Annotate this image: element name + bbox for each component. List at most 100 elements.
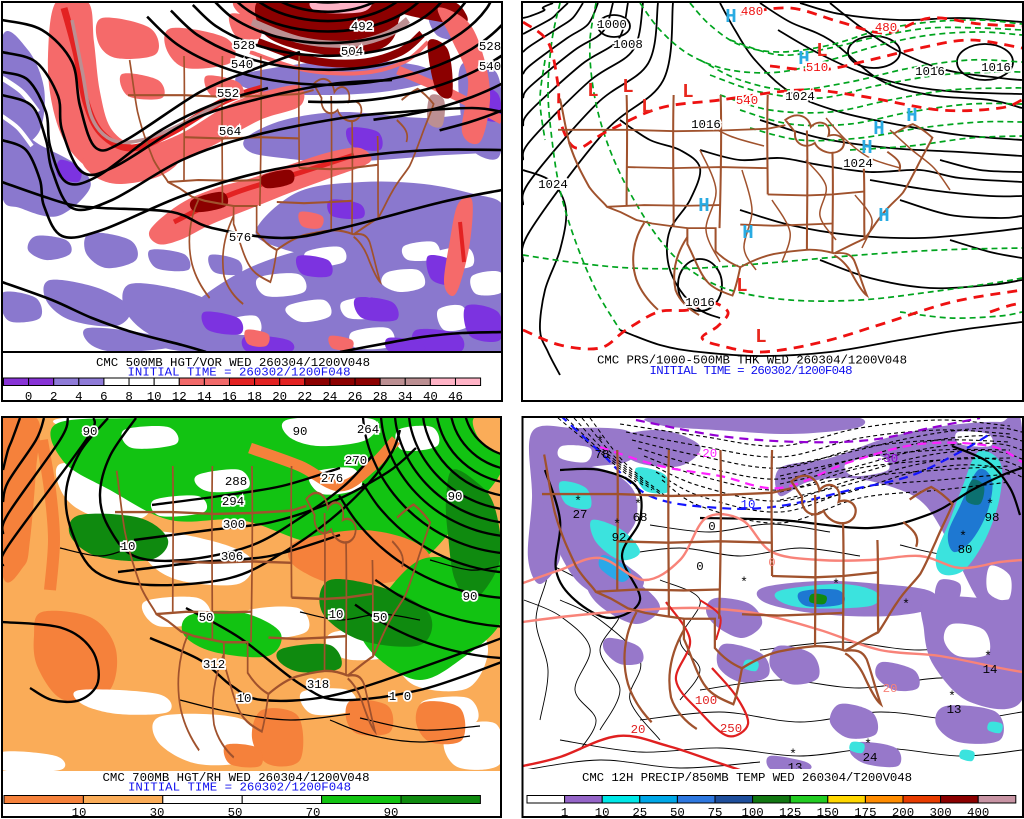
svg-text:20: 20 xyxy=(631,723,646,737)
svg-text:90: 90 xyxy=(384,806,399,819)
svg-text:8: 8 xyxy=(125,390,132,404)
svg-text:200: 200 xyxy=(892,806,914,819)
svg-text:L: L xyxy=(816,40,827,62)
svg-text:CMC 500MB HGT/VOR WED 260304/1: CMC 500MB HGT/VOR WED 260304/1200V048 xyxy=(96,356,370,370)
svg-text:100: 100 xyxy=(741,806,763,819)
svg-text:H: H xyxy=(861,137,872,159)
svg-text:6: 6 xyxy=(100,390,107,404)
svg-text:-20: -20 xyxy=(695,447,717,461)
svg-text:78: 78 xyxy=(595,448,610,462)
svg-text:564: 564 xyxy=(219,125,241,139)
svg-text:24: 24 xyxy=(863,751,878,765)
svg-text:480: 480 xyxy=(875,21,897,35)
svg-text:34: 34 xyxy=(398,390,413,404)
svg-text:10: 10 xyxy=(147,390,162,404)
svg-text:H: H xyxy=(725,6,736,28)
svg-text:13: 13 xyxy=(788,761,803,775)
svg-text:50: 50 xyxy=(670,806,685,819)
svg-text:68: 68 xyxy=(633,511,648,525)
svg-text:14: 14 xyxy=(197,390,212,404)
svg-text:1024: 1024 xyxy=(843,157,873,171)
svg-text:98: 98 xyxy=(985,511,1000,525)
svg-text:90: 90 xyxy=(448,490,463,504)
svg-text:1024: 1024 xyxy=(538,178,568,192)
svg-text:14: 14 xyxy=(983,663,998,677)
svg-text:100: 100 xyxy=(695,694,717,708)
svg-text:*: * xyxy=(596,434,604,449)
svg-text:4: 4 xyxy=(75,390,82,404)
svg-text:10: 10 xyxy=(595,806,610,819)
svg-text:10: 10 xyxy=(329,608,344,622)
svg-text:50: 50 xyxy=(228,806,243,819)
svg-text:25: 25 xyxy=(632,806,647,819)
svg-text:L: L xyxy=(755,326,766,348)
svg-text:1000: 1000 xyxy=(597,18,627,32)
svg-text:540: 540 xyxy=(736,94,758,108)
svg-text:*: * xyxy=(832,577,840,592)
svg-text:300: 300 xyxy=(929,806,951,819)
svg-text:50: 50 xyxy=(199,611,214,625)
svg-text:*: * xyxy=(789,747,797,762)
svg-text:318: 318 xyxy=(307,678,329,692)
svg-text:90: 90 xyxy=(293,425,308,439)
svg-text:CMC 12H PRECIP/850MB TEMP WED: CMC 12H PRECIP/850MB TEMP WED 260304/T20… xyxy=(582,771,912,785)
svg-text:0: 0 xyxy=(708,520,715,534)
svg-text:*: * xyxy=(634,497,642,512)
svg-text:50: 50 xyxy=(373,611,388,625)
svg-text:*: * xyxy=(959,529,967,544)
svg-text:300: 300 xyxy=(223,518,245,532)
svg-text:10: 10 xyxy=(121,540,136,554)
svg-text:26: 26 xyxy=(348,390,363,404)
svg-text:0: 0 xyxy=(696,560,703,574)
svg-text:1016: 1016 xyxy=(685,296,715,310)
svg-text:H: H xyxy=(873,118,884,140)
svg-text:*: * xyxy=(613,517,621,532)
svg-text:40: 40 xyxy=(423,390,438,404)
svg-text:H: H xyxy=(906,105,917,127)
svg-text:264: 264 xyxy=(357,423,379,437)
svg-text:20: 20 xyxy=(883,682,898,696)
svg-text:10: 10 xyxy=(741,498,756,512)
svg-text:90: 90 xyxy=(83,425,98,439)
svg-text:540: 540 xyxy=(231,58,253,72)
svg-text:46: 46 xyxy=(448,390,463,404)
svg-text:INITIAL TIME = 260302/1200F048: INITIAL TIME = 260302/1200F048 xyxy=(128,366,351,380)
svg-text:INITIAL TIME = 260302/1200F048: INITIAL TIME = 260302/1200F048 xyxy=(128,781,351,795)
svg-text:-30: -30 xyxy=(876,452,898,466)
svg-text:75: 75 xyxy=(708,806,723,819)
svg-text:10: 10 xyxy=(72,806,87,819)
svg-text:1: 1 xyxy=(561,806,568,819)
svg-text:H: H xyxy=(698,195,709,217)
svg-text:L: L xyxy=(736,275,747,297)
svg-text:2: 2 xyxy=(50,390,57,404)
svg-text:90: 90 xyxy=(463,590,478,604)
svg-text:510: 510 xyxy=(806,61,828,75)
svg-text:175: 175 xyxy=(854,806,876,819)
svg-text:27: 27 xyxy=(573,508,588,522)
svg-text:528: 528 xyxy=(479,40,501,54)
svg-text:70: 70 xyxy=(306,806,321,819)
svg-text:1016: 1016 xyxy=(915,65,945,79)
svg-text:150: 150 xyxy=(817,806,839,819)
svg-text:400: 400 xyxy=(967,806,989,819)
svg-text:H: H xyxy=(878,205,889,227)
svg-text:13: 13 xyxy=(947,703,962,717)
svg-text:L: L xyxy=(622,76,633,98)
svg-text:22: 22 xyxy=(297,390,312,404)
svg-text:80: 80 xyxy=(958,543,973,557)
svg-text:1 0: 1 0 xyxy=(389,690,411,704)
svg-text:1016: 1016 xyxy=(691,118,721,132)
svg-text:*: * xyxy=(864,737,872,752)
svg-text:294: 294 xyxy=(222,495,244,509)
svg-text:L: L xyxy=(587,80,598,102)
svg-text:CMC PRS/1000-500MB THK WED 260: CMC PRS/1000-500MB THK WED 260304/1200V0… xyxy=(597,354,907,368)
svg-text:12: 12 xyxy=(172,390,187,404)
svg-text:H: H xyxy=(798,48,809,70)
svg-text:540: 540 xyxy=(479,60,501,74)
svg-text:1016: 1016 xyxy=(981,61,1011,75)
svg-text:276: 276 xyxy=(321,472,343,486)
svg-text:*: * xyxy=(984,649,992,664)
svg-text:10: 10 xyxy=(237,692,252,706)
svg-text:250: 250 xyxy=(720,722,742,736)
svg-text:28: 28 xyxy=(373,390,388,404)
